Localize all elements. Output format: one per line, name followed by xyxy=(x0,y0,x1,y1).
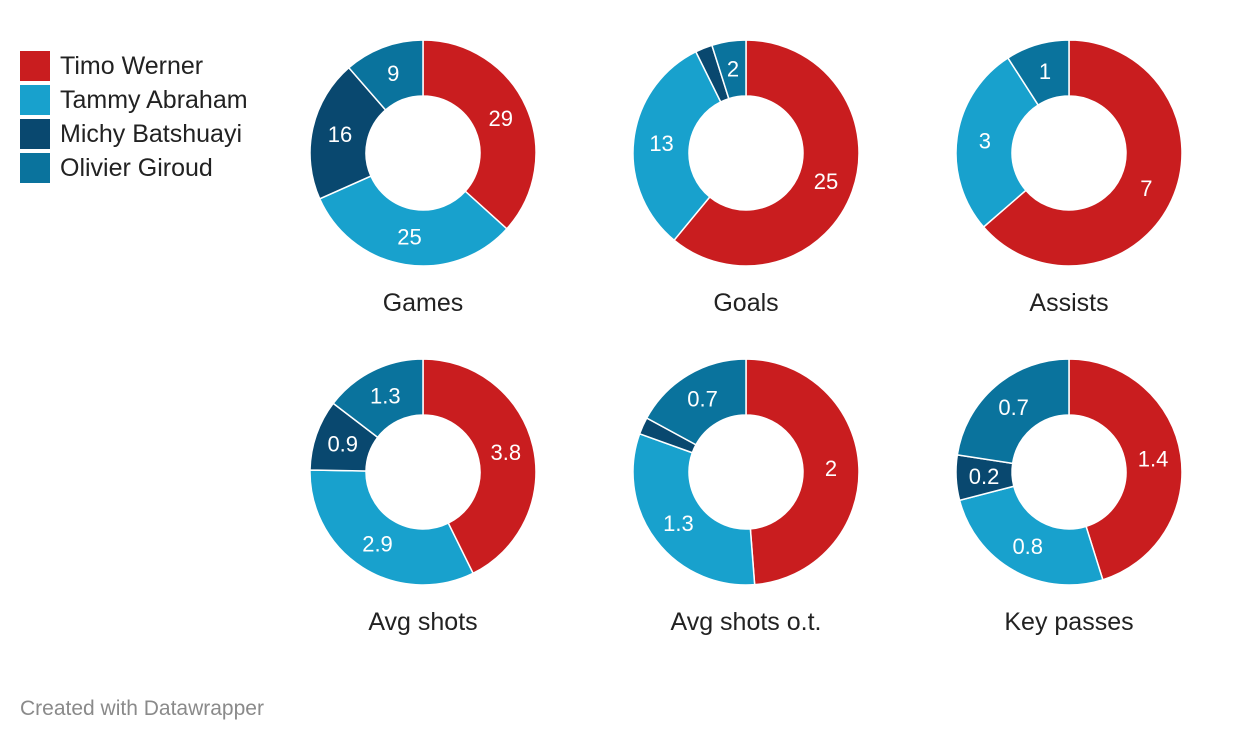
legend-item-timo-werner: Timo Werner xyxy=(20,49,248,83)
slice-olivier-giroud xyxy=(1006,39,1070,107)
donut-assists: 7 3 1 Assists xyxy=(955,39,1183,317)
legend-swatch xyxy=(20,119,50,149)
donut-avg-shots: 3.8 2.9 0.9 1.3 Avg shots xyxy=(309,358,537,636)
footer-credit: Created with Datawrapper xyxy=(20,697,264,720)
slice-timo-werner xyxy=(982,39,1183,267)
legend-item-michy-batshuayi: Michy Batshuayi xyxy=(20,117,248,151)
slice-olivier-giroud xyxy=(956,358,1070,465)
slice-tammy-abraham xyxy=(632,50,722,242)
slice-label: 0.8 xyxy=(1012,534,1043,559)
slice-label: 2 xyxy=(825,456,837,481)
slice-label: 7 xyxy=(1140,176,1152,201)
legend-label: Olivier Giroud xyxy=(60,153,213,182)
donut-key-passes: 1.4 0.8 0.2 0.7 Key passes xyxy=(955,358,1183,636)
legend-swatch xyxy=(20,153,50,183)
slice-label: 3.8 xyxy=(490,440,521,465)
chart-title: Assists xyxy=(1029,289,1108,317)
slice-tammy-abraham xyxy=(958,485,1104,586)
slice-timo-werner xyxy=(673,39,860,267)
slice-timo-werner xyxy=(422,358,537,575)
slice-label: 1.4 xyxy=(1138,447,1169,472)
slice-label: 1.3 xyxy=(663,511,694,536)
legend-label: Timo Werner xyxy=(60,51,204,80)
slice-label: 2.9 xyxy=(362,531,393,556)
slice-olivier-giroud xyxy=(347,39,424,112)
legend-label: Tammy Abraham xyxy=(60,85,248,114)
slice-tammy-abraham xyxy=(955,56,1040,229)
slice-label: 0.7 xyxy=(998,395,1029,420)
slice-label: 2 xyxy=(727,56,739,81)
slice-michy-batshuayi xyxy=(309,66,387,200)
slice-label: 0.9 xyxy=(327,432,358,457)
donut-goals: 25 13 2 Goals xyxy=(632,39,860,317)
legend-item-tammy-abraham: Tammy Abraham xyxy=(20,83,248,117)
slice-label: 0.7 xyxy=(687,386,718,411)
slice-label: 25 xyxy=(397,224,421,249)
slice-label: 1 xyxy=(1039,59,1051,84)
slice-label: 1.3 xyxy=(370,383,401,408)
slice-tammy-abraham xyxy=(318,175,508,267)
slice-olivier-giroud xyxy=(332,358,424,439)
slice-label: 25 xyxy=(814,169,838,194)
slice-label: 3 xyxy=(979,128,991,153)
slice-timo-werner xyxy=(422,39,537,230)
slice-tammy-abraham xyxy=(309,469,475,586)
donut-avg-shots-o-t: 2 1.3 0.7 Avg shots o.t. xyxy=(632,358,860,636)
legend-item-olivier-giroud: Olivier Giroud xyxy=(20,151,248,185)
chart-title: Key passes xyxy=(1004,608,1133,636)
legend-swatch xyxy=(20,85,50,115)
chart-title: Goals xyxy=(713,289,778,317)
chart-title: Games xyxy=(383,289,464,317)
legend-label: Michy Batshuayi xyxy=(60,119,243,148)
legend: Timo Werner Tammy Abraham Michy Batshuay… xyxy=(20,49,248,185)
slice-tammy-abraham xyxy=(632,432,756,586)
slice-label: 13 xyxy=(649,131,673,156)
slice-timo-werner xyxy=(1068,358,1183,581)
slice-olivier-giroud xyxy=(710,39,747,100)
legend-swatch xyxy=(20,51,50,81)
slice-label: 16 xyxy=(328,122,352,147)
donut-games: 29 25 16 9 Games xyxy=(309,39,537,317)
slice-label: 0.2 xyxy=(969,464,1000,489)
chart-title: Avg shots xyxy=(368,608,477,636)
slice-label: 29 xyxy=(488,106,512,131)
slice-olivier-giroud xyxy=(645,358,747,446)
chart-title: Avg shots o.t. xyxy=(670,608,821,636)
slice-timo-werner xyxy=(745,358,860,586)
slice-label: 9 xyxy=(387,61,399,86)
